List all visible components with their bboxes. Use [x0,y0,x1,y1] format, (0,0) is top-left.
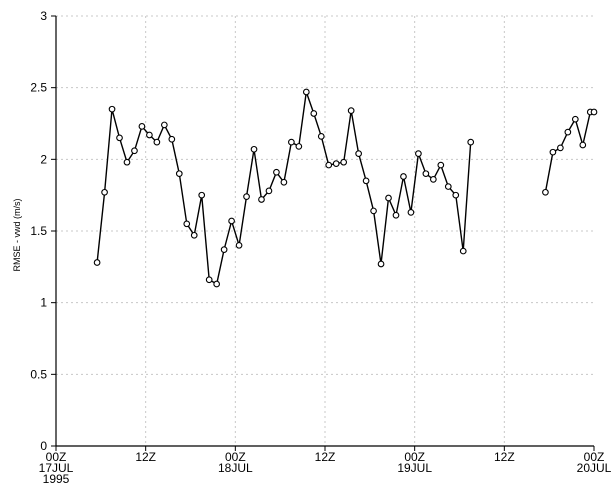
data-point [153,138,161,146]
data-point [295,143,303,150]
data-point [220,246,228,253]
y-tick-label: 1.5 [30,224,47,238]
data-point [213,280,221,288]
data-point [190,231,198,239]
data-point [175,170,183,178]
data-point [243,193,250,200]
data-point [131,147,138,155]
data-point [590,108,598,116]
data-point [235,241,243,249]
data-point [273,168,280,176]
data-point [355,150,362,157]
data-point [288,138,295,146]
y-tick-label: 3 [40,9,47,23]
data-point [101,188,108,196]
data-point [205,276,213,284]
x-tick-label: 00Z [46,450,67,464]
data-point [340,158,348,166]
y-tick-label: 1 [40,296,47,310]
data-point [422,170,430,178]
data-point [564,128,572,136]
data-point [108,105,116,113]
data-point [302,88,310,96]
data-point [116,134,123,142]
data-point [407,209,415,216]
data-point [160,121,168,129]
x-tick-label: 00Z [225,450,246,464]
data-point [332,160,340,167]
y-tick-label: 0 [40,439,47,453]
data-point [415,150,422,157]
data-point [347,107,355,114]
y-axis-label: RMSE - vwd (m/s) [12,198,22,271]
data-point [444,183,452,190]
data-point [317,133,325,140]
data-point [549,148,557,156]
data-point [377,260,385,268]
x-tick-label: 12Z [494,450,515,464]
data-point [579,141,587,149]
series-group [93,88,598,288]
data-point [250,145,258,153]
data-point [228,217,235,225]
y-tick-label: 2 [40,152,47,166]
data-point [429,176,437,183]
data-point [385,194,392,202]
x-tick-label: 17JUL [39,461,74,475]
data-point [400,173,407,180]
x-tick-label: 00Z [404,450,425,464]
data-point [93,259,101,266]
data-point [325,161,333,169]
x-tick-label: 00Z [584,450,605,464]
data-point [467,138,475,146]
data-point [362,177,370,185]
data-point [138,123,146,130]
data-point [571,115,579,123]
data-point [310,110,318,117]
data-point [146,131,153,139]
x-tick-label: 1995 [43,472,70,486]
y-tick-label: 2.5 [30,81,47,95]
data-point [198,191,206,199]
data-point [168,135,176,143]
data-point [123,158,131,166]
data-point [280,178,288,186]
y-tick-label: 0.5 [30,367,47,381]
data-point [183,220,191,228]
x-tick-label: 12Z [315,450,336,464]
x-tick-label: 20JUL [577,461,611,475]
y-ticks: 0 0.5 1 1.5 2 2.5 3 [30,9,56,453]
data-point [557,144,564,152]
data-point [437,161,445,169]
data-point [392,211,400,219]
x-tick-label: 19JUL [397,461,432,475]
data-point [370,207,377,215]
data-point [265,187,273,195]
x-tick-label: 12Z [135,450,156,464]
x-tick-label: 18JUL [218,461,253,475]
data-point [452,191,460,199]
data-point [542,188,549,196]
data-point [258,196,265,203]
data-point [459,247,467,255]
